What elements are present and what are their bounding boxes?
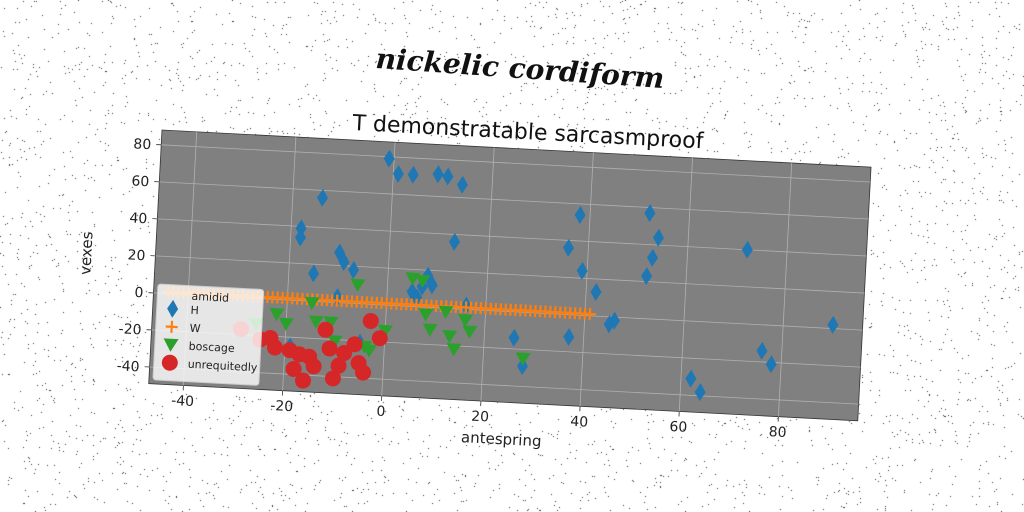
x-tick-label: 40 (570, 414, 589, 431)
x-tick-label: -40 (171, 393, 195, 410)
x-tick-label: 20 (471, 409, 490, 426)
legend-label: W (189, 322, 201, 336)
x-tick-label: 60 (669, 419, 688, 436)
y-tick-label: 40 (129, 210, 148, 227)
legend-title: amidid (191, 290, 229, 305)
y-tick-label: 20 (127, 247, 146, 264)
legend-label: boscage (188, 340, 235, 355)
y-axis-label: vexes (76, 231, 96, 275)
y-tick-label: -20 (118, 321, 142, 338)
x-tick-label: 80 (768, 424, 787, 441)
x-axis-label: antespring (461, 428, 542, 450)
y-tick-label: -40 (116, 358, 140, 375)
x-tick-label: -20 (270, 398, 294, 415)
y-tick-label: 60 (131, 173, 150, 190)
y-tick-label: 80 (133, 136, 152, 153)
x-tick-label: 0 (376, 404, 386, 420)
legend-label: H (190, 304, 199, 317)
y-tick-label: 0 (134, 285, 144, 301)
